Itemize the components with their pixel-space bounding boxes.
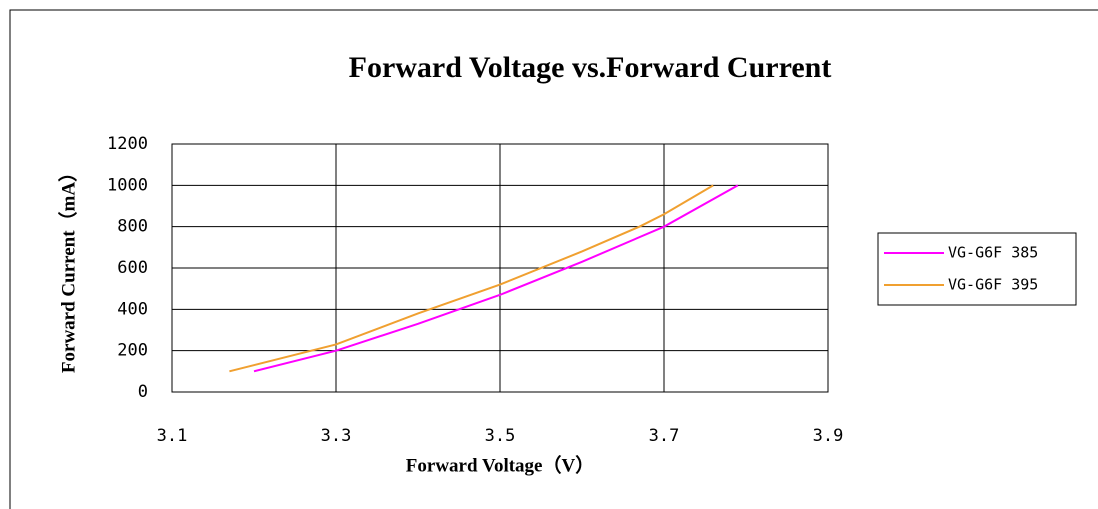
x-tick-label: 3.3 (321, 426, 352, 446)
x-axis-label: Forward Voltage（V） (406, 453, 594, 476)
x-tick-label: 3.9 (813, 426, 844, 446)
chart-title: Forward Voltage vs.Forward Current (349, 51, 832, 84)
y-tick-label: 600 (117, 258, 148, 278)
y-tick-label: 1200 (107, 134, 148, 154)
legend-label: VG-G6F 385 (948, 244, 1038, 262)
y-tick-label: 1000 (107, 175, 148, 195)
y-tick-label: 0 (138, 382, 148, 402)
frame (9, 9, 1098, 509)
series-line (229, 184, 714, 373)
series-line (253, 184, 739, 373)
y-tick-label: 200 (117, 341, 148, 361)
y-tick-label: 400 (117, 299, 148, 319)
x-tick-label: 3.1 (157, 426, 188, 446)
legend-label: VG-G6F 395 (948, 276, 1038, 294)
y-axis-label: Forward Current（mA） (56, 163, 79, 373)
legend-box (877, 232, 1077, 306)
x-tick-label: 3.7 (649, 426, 680, 446)
x-tick-label: 3.5 (485, 426, 516, 446)
y-tick-label: 800 (117, 217, 148, 237)
